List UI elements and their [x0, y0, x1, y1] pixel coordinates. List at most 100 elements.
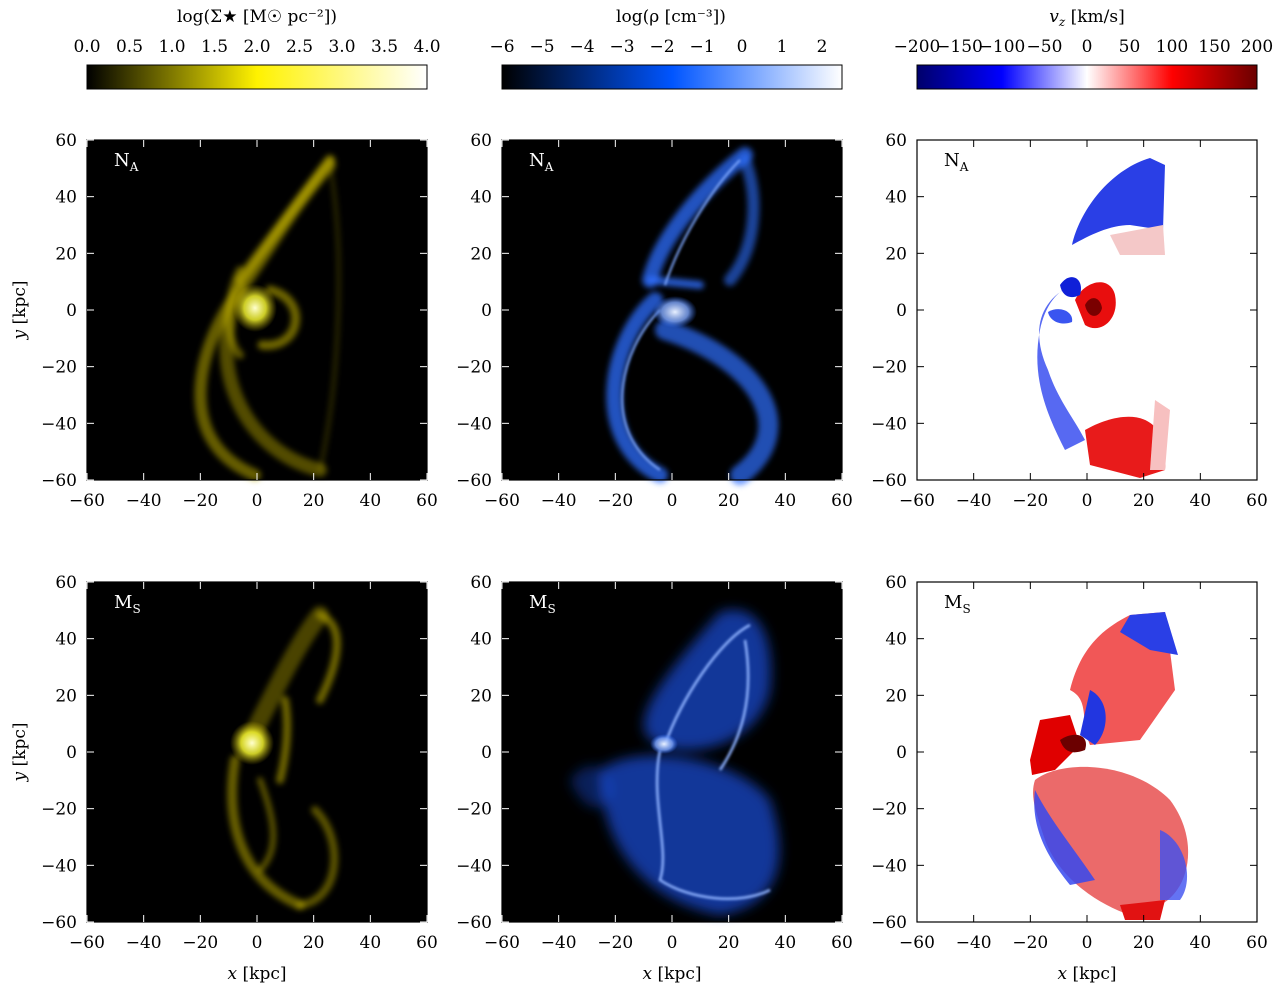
y-tick-label: 20	[470, 686, 492, 706]
y-tick-label: 40	[55, 630, 77, 650]
y-tick-label: −20	[871, 358, 907, 378]
panel-gas-ms: MS	[502, 582, 842, 922]
x-tick-label: 60	[831, 933, 853, 953]
y-tick-label: −40	[41, 856, 77, 876]
x-tick-label: −60	[69, 491, 105, 511]
y-tick-label: −60	[41, 913, 77, 933]
y-axis-label: y [kpc]	[10, 281, 30, 341]
svg-text:MS: MS	[944, 592, 971, 616]
colorbar-tick-label: −6	[489, 37, 514, 57]
colorbar-tick-label: −1	[689, 37, 714, 57]
svg-text:NA: NA	[114, 150, 139, 174]
y-tick-label: 20	[470, 244, 492, 264]
y-tick-label: −20	[871, 800, 907, 820]
y-tick-label: 0	[66, 743, 77, 763]
x-tick-label: 60	[416, 933, 438, 953]
colorbar-stellar-bar	[86, 64, 428, 90]
panel-stellar-na: NA	[87, 140, 427, 481]
y-axis-label: y [kpc]	[10, 723, 30, 783]
colorbar-tick-label: −5	[529, 37, 554, 57]
svg-text:NA: NA	[529, 150, 554, 174]
y-tick-label: 0	[481, 301, 492, 321]
x-tick-label: −60	[899, 491, 935, 511]
panel-velocity-na: NA	[917, 140, 1257, 480]
x-tick-label: 20	[718, 933, 740, 953]
colorbar-tick-label: 150	[1198, 37, 1230, 57]
panel-axes: −60 −40 −20 0 20 40 60 60 40 20 0 −20 −40 −60 x [kpc]	[456, 573, 853, 984]
colorbar-gas-bar	[501, 64, 843, 90]
y-tick-label: 0	[481, 743, 492, 763]
x-axis-label: x [kpc]	[643, 964, 702, 984]
y-tick-label: −60	[871, 913, 907, 933]
x-tick-label: 0	[667, 933, 678, 953]
colorbar-title-stellar: log(Σ★ [M☉ pc⁻²])	[177, 7, 337, 27]
colorbar-tick-label: 0	[737, 37, 748, 57]
x-tick-label: −20	[1012, 491, 1048, 511]
colorbar-tick-label: 0.5	[116, 37, 143, 57]
y-tick-label: 40	[55, 188, 77, 208]
y-tick-label: −20	[41, 358, 77, 378]
x-tick-label: −20	[597, 491, 633, 511]
x-tick-label: −20	[182, 491, 218, 511]
y-tick-label: −20	[456, 800, 492, 820]
panel-axes: −60 −40 −20 0 20 40 60 60 40 20 0 −20 −40 −60 x [kpc]	[871, 573, 1268, 984]
y-tick-label: −60	[871, 471, 907, 491]
y-tick-label: −60	[41, 471, 77, 491]
x-tick-label: 0	[1082, 491, 1093, 511]
x-tick-label: 60	[1246, 491, 1268, 511]
x-axis-label: x [kpc]	[228, 964, 287, 984]
y-tick-label: 60	[55, 131, 77, 151]
colorbar-tick-label: −3	[609, 37, 634, 57]
x-tick-label: −40	[541, 491, 577, 511]
panel-velocity-ms: MS	[917, 582, 1257, 922]
colorbar-velocity-bar	[916, 64, 1258, 90]
panel-axes: −60 −40 −20 0 20 40 60 60 40 20 0 −20 −40 −60 y [kpc]	[10, 131, 438, 511]
colorbar-tick-label: −2	[649, 37, 674, 57]
x-tick-label: −40	[126, 933, 162, 953]
x-tick-label: 40	[775, 491, 797, 511]
colorbar-group: log(Σ★ [M☉ pc⁻²]) 0.0 0.5 1.0 1.5 2.0 2.5 3.0 3…	[73, 7, 1273, 90]
x-tick-label: 40	[360, 491, 382, 511]
x-tick-label: 20	[718, 491, 740, 511]
colorbar-tick-label: 1	[777, 37, 788, 57]
x-tick-label: 0	[252, 491, 263, 511]
x-tick-label: 60	[416, 491, 438, 511]
y-tick-label: 60	[470, 131, 492, 151]
colorbar-stellar: log(Σ★ [M☉ pc⁻²]) 0.0 0.5 1.0 1.5 2.0 2.5 3.0 3…	[73, 7, 441, 90]
svg-text:NA: NA	[944, 150, 969, 174]
colorbar-tick-label: 3.5	[371, 37, 398, 57]
x-axis-label: x [kpc]	[1058, 964, 1117, 984]
x-tick-label: 60	[831, 491, 853, 511]
y-tick-label: 60	[885, 573, 907, 593]
colorbar-tick-label: 1.0	[158, 37, 185, 57]
x-tick-label: 40	[1190, 933, 1212, 953]
x-tick-label: −60	[484, 933, 520, 953]
colorbar-tick-label: 1.5	[201, 37, 228, 57]
y-tick-label: −20	[456, 358, 492, 378]
y-tick-label: 40	[885, 630, 907, 650]
colorbar-tick-label: −50	[1027, 37, 1063, 57]
x-tick-label: −20	[182, 933, 218, 953]
x-tick-label: −60	[69, 933, 105, 953]
y-tick-label: −40	[871, 414, 907, 434]
colorbar-tick-label: 2.0	[243, 37, 270, 57]
panel-stellar-ms: MS	[87, 582, 427, 922]
y-tick-label: −60	[456, 913, 492, 933]
x-tick-label: −40	[126, 491, 162, 511]
x-tick-label: 20	[303, 491, 325, 511]
y-tick-label: 0	[896, 301, 907, 321]
colorbar-tick-label: −150	[936, 37, 983, 57]
colorbar-title-velocity: vz [km/s]	[1049, 7, 1124, 29]
x-tick-label: −40	[956, 933, 992, 953]
colorbar-tick-label: 2.5	[286, 37, 313, 57]
colorbar-tick-label: −200	[894, 37, 941, 57]
colorbar-tick-label: −100	[979, 37, 1026, 57]
x-tick-label: 20	[303, 933, 325, 953]
x-tick-label: 20	[1133, 491, 1155, 511]
x-tick-label: 60	[1246, 933, 1268, 953]
colorbar-tick-label: 50	[1119, 37, 1141, 57]
x-tick-label: −20	[597, 933, 633, 953]
colorbar-title-gas: log(ρ [cm⁻³])	[616, 7, 726, 27]
x-tick-label: −20	[1012, 933, 1048, 953]
